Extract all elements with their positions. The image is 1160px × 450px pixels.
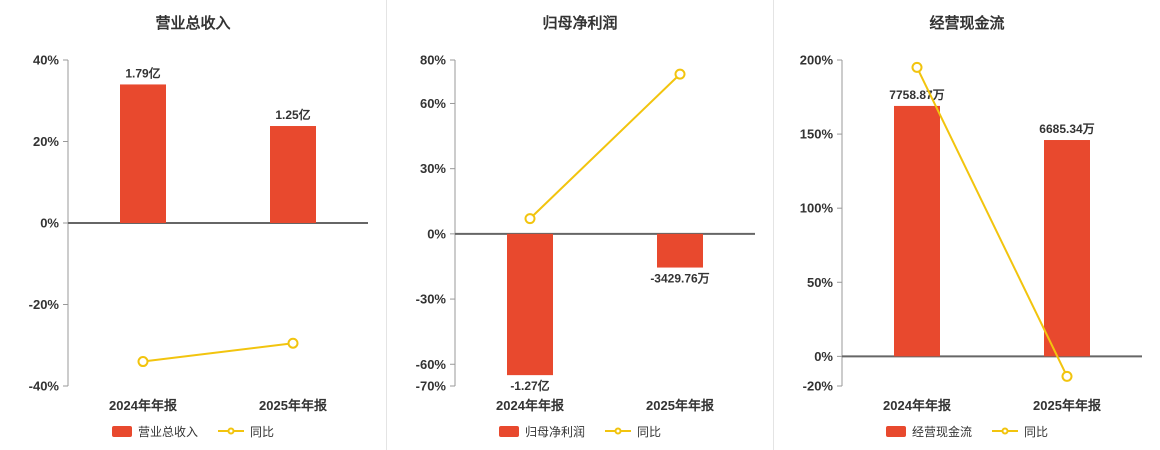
bar-value-label: 1.79亿 — [125, 65, 160, 80]
legend-label-line: 同比 — [250, 424, 275, 439]
yoy-line — [916, 66, 1068, 377]
legend-item-bar[interactable]: 归母净利润 — [498, 423, 585, 440]
y-tick-label: 0% — [40, 216, 59, 231]
y-tick-label: -20% — [803, 379, 834, 394]
legend-item-line[interactable]: 同比 — [218, 423, 274, 440]
y-tick-label: 80% — [420, 53, 446, 68]
y-tick-label: 0% — [427, 226, 446, 241]
legend-label-bar: 经营现金流 — [911, 424, 972, 439]
y-tick-label: 40% — [33, 53, 59, 68]
bar[interactable] — [507, 233, 553, 376]
bar-value-label: -3429.76万 — [650, 272, 709, 286]
bar-swatch-icon — [111, 425, 132, 437]
line-swatch-icon — [218, 427, 244, 435]
bar-swatch-icon — [498, 425, 519, 437]
y-tick-label: 100% — [800, 201, 834, 216]
y-tick-label: 20% — [33, 134, 59, 149]
legend-label-line: 同比 — [1024, 424, 1049, 439]
bar-swatch-icon — [885, 425, 906, 437]
y-tick-label: -30% — [416, 292, 447, 307]
x-axis-label: 2025年年报 — [646, 398, 715, 413]
yoy-line-point[interactable] — [287, 337, 299, 349]
yoy-line — [142, 342, 294, 363]
bar[interactable] — [120, 84, 166, 223]
legend-item-line[interactable]: 同比 — [992, 423, 1048, 440]
chart-svg: 40% 20% 0% -20% -40% 1.79亿 1.25亿 2024年年报 2025年年报 — [29, 53, 368, 413]
net-profit-chart-panel: 归母净利润 80% 60% 30% 0% -30% -60% -70% -1.27亿 -3429… — [386, 0, 773, 450]
y-tick-label: 150% — [800, 127, 834, 142]
y-tick-label: -70% — [416, 379, 447, 394]
bar[interactable] — [894, 105, 940, 357]
yoy-line-point[interactable] — [1061, 370, 1073, 382]
x-axis-label: 2024年年报 — [496, 398, 565, 413]
y-tick-label: -40% — [29, 379, 60, 394]
legend-item-bar[interactable]: 营业总收入 — [111, 423, 198, 440]
bar[interactable] — [270, 126, 316, 223]
y-tick-label: 200% — [800, 53, 834, 68]
x-axis-label: 2025年年报 — [259, 398, 328, 413]
y-tick-label: 50% — [807, 275, 833, 290]
y-tick-label: -20% — [29, 297, 60, 312]
line-swatch-icon — [992, 427, 1018, 435]
chart-title-net-profit: 归母净利润 — [542, 15, 618, 32]
chart-title-revenue: 营业总收入 — [155, 15, 231, 32]
legend-item-line[interactable]: 同比 — [605, 423, 661, 440]
cash-flow-plot-area: 200% 150% 100% 50% 0% -20% 7758.87万 6685.34万 202… — [774, 36, 1160, 418]
chart-title-cash-flow: 经营现金流 — [929, 15, 1005, 32]
net-profit-legend: 归母净利润 同比 — [387, 418, 773, 444]
y-tick-label: 30% — [420, 161, 446, 176]
y-tick-label: 60% — [420, 96, 446, 111]
legend-label-bar: 归母净利润 — [524, 424, 585, 439]
yoy-line — [529, 73, 681, 220]
y-tick-label: -60% — [416, 357, 447, 372]
legend-label-line: 同比 — [637, 424, 662, 439]
bar-value-label: 1.25亿 — [275, 107, 310, 122]
bar[interactable] — [1044, 140, 1090, 357]
revenue-plot-area: 40% 20% 0% -20% -40% 1.79亿 1.25亿 2024年年报 2025年年报 — [0, 36, 386, 418]
legend-item-bar[interactable]: 经营现金流 — [885, 423, 972, 440]
yoy-line-point[interactable] — [911, 61, 923, 73]
x-axis-label: 2024年年报 — [109, 398, 178, 413]
y-tick-label: 0% — [814, 349, 833, 364]
yoy-line-point[interactable] — [137, 356, 149, 368]
revenue-chart-panel: 营业总收入 40% 20% 0% -20% -40% 1.79亿 1.25亿 2024年年报 2… — [0, 0, 386, 450]
legend-label-bar: 营业总收入 — [137, 424, 198, 439]
line-swatch-icon — [605, 427, 631, 435]
bar[interactable] — [657, 233, 703, 268]
x-axis-label: 2024年年报 — [883, 398, 952, 413]
bar-value-label: 6685.34万 — [1039, 122, 1094, 136]
x-axis-label: 2025年年报 — [1033, 398, 1102, 413]
cash-flow-chart-panel: 经营现金流 200% 150% 100% 50% 0% -20% 7758.87万 6685.… — [773, 0, 1160, 450]
chart-svg: 200% 150% 100% 50% 0% -20% 7758.87万 6685.34万 202… — [800, 53, 1142, 413]
chart-svg: 80% 60% 30% 0% -30% -60% -70% -1.27亿 -3429.76万 20… — [416, 53, 755, 413]
bar-value-label: 7758.87万 — [889, 88, 944, 102]
yoy-line-point[interactable] — [674, 68, 686, 80]
cash-flow-legend: 经营现金流 同比 — [774, 418, 1160, 444]
bar-value-label: -1.27亿 — [510, 378, 549, 393]
net-profit-plot-area: 80% 60% 30% 0% -30% -60% -70% -1.27亿 -3429.76万 20… — [387, 36, 773, 418]
revenue-legend: 营业总收入 同比 — [0, 418, 386, 444]
yoy-line-point[interactable] — [524, 213, 536, 225]
